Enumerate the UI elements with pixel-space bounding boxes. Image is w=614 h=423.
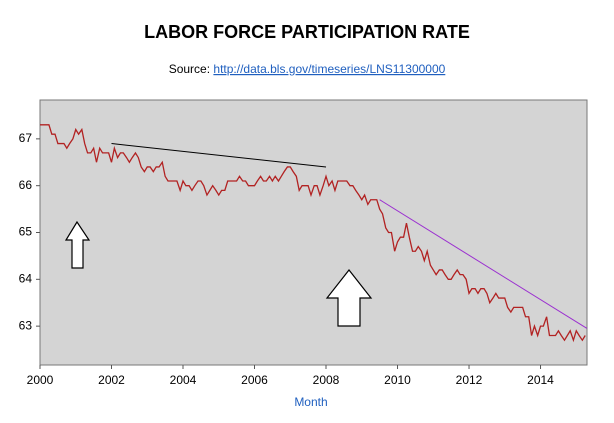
x-tick-label: 2010 [384, 373, 411, 387]
marks [40, 124, 588, 343]
trend-line [379, 199, 588, 329]
y-tick-label: 65 [19, 225, 33, 239]
x-tick-label: 2008 [313, 373, 340, 387]
source-label: Source: [169, 62, 210, 76]
x-tick-label: 2012 [456, 373, 483, 387]
source-link[interactable]: http://data.bls.gov/timeseries/LNS113000… [213, 62, 445, 76]
data-line [40, 124, 586, 343]
y-tick-label: 64 [19, 271, 33, 285]
x-tick-label: 2000 [27, 373, 54, 387]
x-tick-label: 2004 [170, 373, 197, 387]
x-tick-label: 2006 [241, 373, 268, 387]
trend-line [111, 143, 327, 168]
x-tick-label: 2002 [98, 373, 125, 387]
y-tick-label: 63 [19, 318, 33, 332]
arrow-up [325, 269, 373, 327]
arrow-up [64, 220, 91, 269]
y-tick-label: 66 [19, 178, 33, 192]
x-axis-label: Month [294, 395, 327, 409]
plot-area [39, 99, 588, 366]
chart-title: LABOR FORCE PARTICIPATION RATE [144, 22, 470, 42]
source: Source: http://data.bls.gov/timeseries/L… [169, 62, 446, 76]
y-tick-label: 67 [19, 131, 33, 145]
x-tick-label: 2014 [527, 373, 554, 387]
